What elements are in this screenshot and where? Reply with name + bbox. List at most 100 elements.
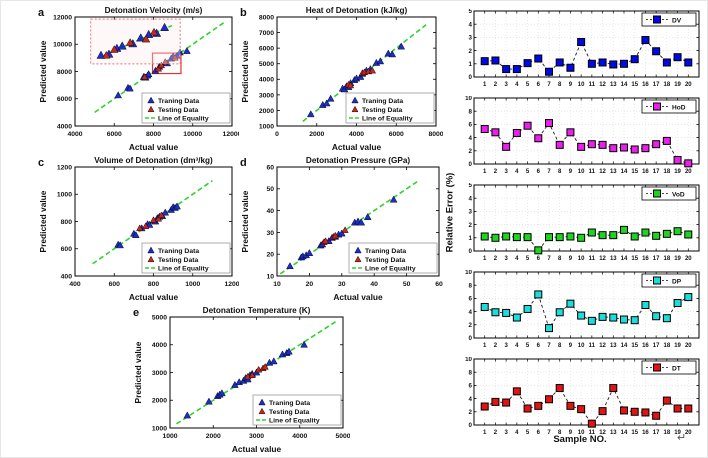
svg-text:6: 6 [469, 383, 473, 390]
svg-text:Line of Equality: Line of Equality [158, 116, 209, 123]
svg-text:6: 6 [469, 122, 473, 129]
svg-text:DP: DP [672, 279, 682, 286]
svg-text:9: 9 [569, 82, 573, 88]
svg-text:4000: 4000 [259, 77, 274, 84]
svg-text:10: 10 [266, 273, 274, 280]
svg-text:5: 5 [526, 169, 530, 175]
svg-text:2: 2 [494, 82, 498, 88]
svg-text:4: 4 [515, 169, 519, 175]
svg-text:19: 19 [674, 82, 681, 88]
svg-text:2000: 2000 [152, 398, 167, 405]
svg-text:20: 20 [685, 256, 692, 262]
scatter-svg-a: a Detonation Velocity (m/s) 4000 6000 8000 10… [38, 6, 239, 152]
svg-text:Predicted value: Predicted value [133, 341, 143, 403]
svg-text:0: 0 [469, 422, 473, 429]
svg-text:6000: 6000 [259, 46, 274, 53]
svg-text:6: 6 [537, 82, 541, 88]
svg-text:4: 4 [469, 309, 473, 316]
svg-text:Detonation Velocity (m/s): Detonation Velocity (m/s) [105, 6, 203, 15]
svg-text:1000: 1000 [57, 192, 72, 199]
svg-text:20: 20 [266, 252, 274, 259]
svg-text:c: c [38, 157, 44, 169]
svg-text:1: 1 [469, 235, 473, 242]
svg-text:10: 10 [578, 430, 585, 436]
svg-text:10: 10 [465, 357, 472, 363]
svg-text:11: 11 [589, 82, 596, 88]
svg-text:12000: 12000 [53, 14, 72, 21]
svg-text:Testing Data: Testing Data [269, 409, 310, 416]
svg-text:7: 7 [547, 430, 551, 436]
svg-text:1: 1 [483, 430, 487, 436]
svg-text:10: 10 [465, 96, 472, 102]
svg-text:18: 18 [664, 82, 671, 88]
svg-text:11: 11 [589, 169, 596, 175]
svg-text:5: 5 [526, 430, 530, 436]
svg-text:10000: 10000 [183, 131, 202, 138]
svg-text:5: 5 [469, 9, 473, 15]
svg-text:Detonation Pressure (GPa): Detonation Pressure (GPa) [306, 156, 410, 165]
svg-text:Testing Data: Testing Data [365, 257, 406, 264]
svg-text:2000: 2000 [259, 108, 274, 115]
svg-text:3000: 3000 [152, 370, 167, 377]
svg-text:600: 600 [61, 246, 73, 253]
svg-text:Volume of Detonation (dm³/kg): Volume of Detonation (dm³/kg) [94, 156, 213, 165]
svg-text:8000: 8000 [428, 131, 443, 138]
svg-text:1000: 1000 [185, 281, 200, 288]
svg-text:0: 0 [469, 161, 473, 168]
svg-text:1200: 1200 [224, 281, 239, 288]
svg-text:8: 8 [558, 343, 562, 349]
scatter-plot-volume-of-detonation: c Volume of Detonation (dm³/kg) 400 600 800 1… [37, 154, 239, 304]
svg-text:40: 40 [266, 208, 274, 215]
svg-text:60: 60 [266, 164, 274, 171]
scatter-svg-c: c Volume of Detonation (dm³/kg) 400 600 800 1… [38, 156, 239, 302]
svg-text:17: 17 [653, 430, 660, 436]
svg-text:8: 8 [558, 82, 562, 88]
svg-text:16: 16 [642, 256, 649, 262]
svg-text:Line of Equality: Line of Equality [269, 418, 320, 425]
svg-text:17: 17 [653, 82, 660, 88]
svg-text:800: 800 [148, 281, 160, 288]
svg-text:18: 18 [664, 256, 671, 262]
svg-text:600: 600 [109, 281, 121, 288]
svg-text:13: 13 [610, 430, 617, 436]
svg-text:20: 20 [685, 430, 692, 436]
svg-text:17: 17 [653, 343, 660, 349]
svg-text:19: 19 [674, 169, 681, 175]
svg-text:30: 30 [266, 230, 274, 237]
svg-text:7000: 7000 [259, 30, 274, 37]
svg-text:14: 14 [621, 169, 628, 175]
svg-text:8: 8 [558, 256, 562, 262]
svg-text:6000: 6000 [389, 131, 404, 138]
scatter-plot-detonation-velocity: a Detonation Velocity (m/s) 4000 6000 8000 10… [37, 4, 239, 154]
svg-text:400: 400 [61, 273, 73, 280]
svg-text:4000: 4000 [292, 433, 307, 440]
svg-text:7: 7 [547, 82, 551, 88]
svg-text:4: 4 [515, 82, 519, 88]
svg-text:20: 20 [685, 82, 692, 88]
svg-text:7: 7 [547, 169, 551, 175]
svg-text:Predicted value: Predicted value [240, 40, 250, 102]
svg-text:4: 4 [469, 396, 473, 403]
svg-text:2: 2 [494, 256, 498, 262]
svg-text:14: 14 [621, 430, 628, 436]
svg-text:4: 4 [515, 343, 519, 349]
svg-text:10: 10 [465, 270, 472, 276]
scatter-svg-e: e Detonation Temperature (K) 1000 2000 3000 4… [133, 306, 350, 454]
svg-text:DV: DV [672, 18, 682, 25]
svg-text:13: 13 [610, 343, 617, 349]
svg-text:15: 15 [631, 343, 638, 349]
svg-text:11: 11 [589, 343, 596, 349]
svg-text:1: 1 [483, 343, 487, 349]
svg-text:0: 0 [275, 131, 279, 138]
svg-text:4: 4 [469, 21, 473, 28]
svg-text:2: 2 [469, 409, 473, 416]
svg-text:Actual value: Actual value [232, 444, 282, 454]
svg-text:e: e [133, 307, 139, 319]
svg-text:0: 0 [469, 335, 473, 342]
error-panel-vod: 0 1 2 3 4 5 1 2 3 4 5 6 7 8 9 10 11 12 13 14 15 16 17 18 19 20 VoD [458, 183, 702, 270]
svg-text:5000: 5000 [259, 61, 274, 68]
svg-text:13: 13 [610, 82, 617, 88]
